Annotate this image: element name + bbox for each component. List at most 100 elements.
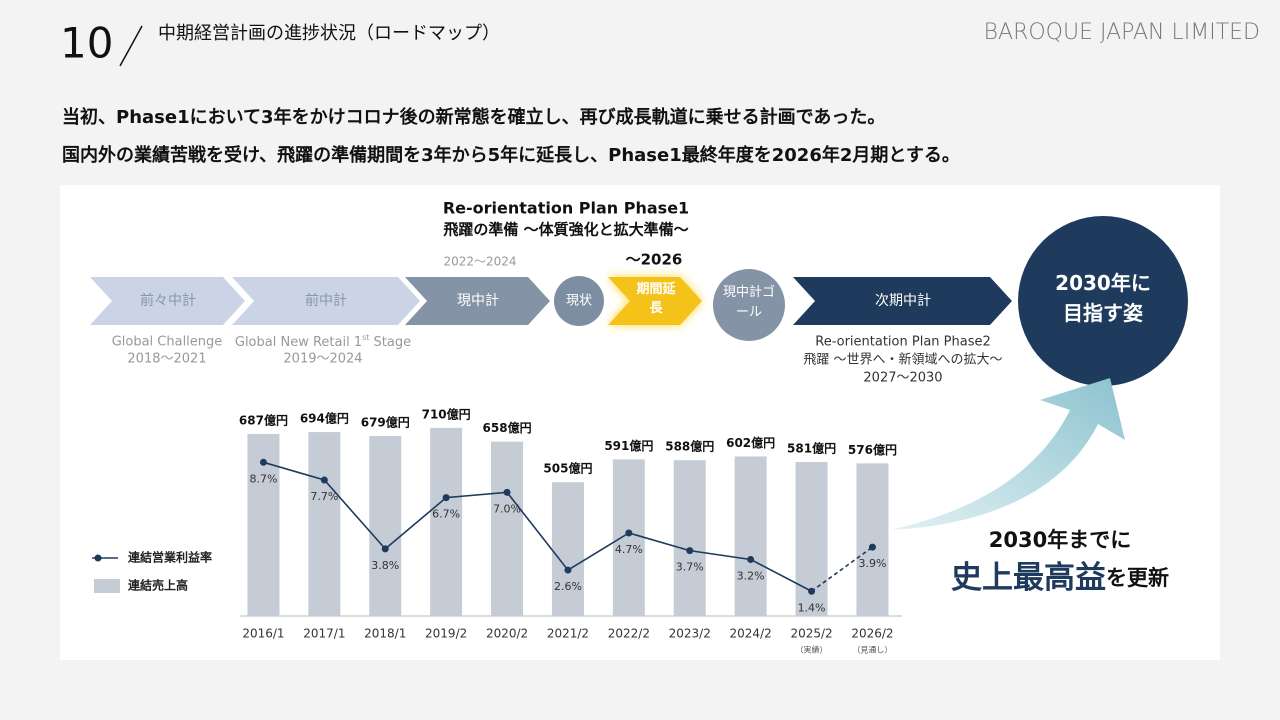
step-box: 期間延長 — [636, 282, 676, 316]
lead-line: 国内外の業績苦戦を受け、飛躍の準備期間を3年から5年に延長し、Phase1最終年… — [62, 144, 960, 166]
bar — [612, 459, 645, 616]
lead-line: 当初、Phase1において3年をかけコロナ後の新常態を確立し、再び成長軌道に乗せ… — [62, 106, 885, 128]
step-label: 前々中計 — [140, 292, 196, 309]
phase2-period: 2027〜2030 — [863, 371, 942, 386]
bar-label: 658億円 — [483, 420, 532, 435]
bar-label: 694億円 — [300, 411, 349, 426]
bar — [308, 432, 341, 616]
x-tick-label: 2017/1 — [303, 627, 345, 641]
plan-name-part: Global New Retail 1 — [235, 335, 362, 350]
plan-name: Global New Retail 1st Stage — [235, 333, 411, 350]
line-label: 6.7% — [432, 508, 460, 521]
bar-label: 591億円 — [604, 438, 653, 453]
company: BAROQUE JAPAN LIMITED — [984, 20, 1260, 45]
target-tail: を更新 — [1106, 566, 1169, 590]
step-label: 期間延長 — [636, 282, 676, 316]
line-point — [259, 458, 267, 466]
bar-label: 581億円 — [787, 441, 836, 456]
x-tick-label: 2026/2 — [851, 627, 893, 641]
target-main: 史上最高益 — [951, 560, 1106, 596]
line-point — [320, 476, 328, 484]
legend-marker — [94, 554, 102, 562]
x-tick-label: 2025/2 — [790, 627, 832, 641]
goal-big-circle — [1018, 216, 1188, 386]
goal-box: 2030年に目指す姿 — [1055, 271, 1151, 325]
line-forecast — [811, 546, 873, 592]
line-point — [625, 529, 633, 537]
x-tick-label: 2016/1 — [242, 627, 284, 641]
x-tick-label: 2022/2 — [608, 627, 650, 641]
line-point — [808, 587, 816, 595]
bar-label: 687億円 — [239, 412, 288, 427]
plan-period: 2019〜2024 — [283, 352, 362, 367]
growth-arrow — [890, 378, 1125, 530]
line — [263, 461, 812, 592]
bar-label: 576億円 — [848, 442, 897, 457]
target: 史上最高益を更新 — [951, 560, 1169, 596]
line-label: 8.7% — [249, 472, 277, 485]
x-tick-note: （見通し） — [852, 645, 892, 655]
slide-title: 中期経営計画の進捗状況（ロードマップ） — [158, 23, 500, 44]
phase2-subtitle: 飛躍 〜世界へ・新領域への拡大〜 — [803, 352, 1002, 368]
line-label: 3.2% — [737, 569, 765, 582]
step-label: 前中計 — [305, 292, 347, 309]
x-tick-label: 2024/2 — [730, 627, 772, 641]
plan-name-part: Stage — [369, 335, 411, 350]
line-point — [564, 566, 572, 574]
target-lead: 2030年までに — [989, 528, 1131, 552]
superscript: st — [362, 333, 369, 342]
chevron — [90, 277, 245, 325]
status-circle — [554, 276, 604, 326]
line-point — [868, 543, 876, 551]
legend-label: 連結売上高 — [128, 578, 188, 593]
bar-label: 588億円 — [665, 439, 714, 454]
x-tick-label: 2018/1 — [364, 627, 406, 641]
x-tick-label: 2019/2 — [425, 627, 467, 641]
current-period: 2022〜2024 — [443, 255, 516, 269]
slash — [119, 25, 143, 67]
x-tick-label: 2023/2 — [669, 627, 711, 641]
step-label: 次期中計 — [875, 293, 931, 309]
legend-label: 連結営業利益率 — [128, 550, 212, 565]
extension-period: 〜2026 — [626, 251, 683, 269]
line-point — [747, 555, 755, 563]
line-label: 1.4% — [798, 601, 826, 614]
chevron — [608, 277, 702, 325]
phase1-subtitle: 飛躍の準備 〜体質強化と拡大準備〜 — [442, 221, 688, 239]
line-point — [381, 545, 389, 553]
line-label: 4.7% — [615, 543, 643, 556]
line-label: 7.7% — [310, 490, 338, 503]
bar — [551, 482, 584, 616]
bar-label: 679億円 — [361, 415, 410, 430]
plan-name: Global Challenge — [112, 335, 223, 350]
line-label: 3.7% — [676, 561, 704, 574]
bar-label: 505億円 — [543, 461, 592, 476]
step-label: 現中計ゴール — [722, 285, 775, 320]
chart: 2016/1 2017/1 2018/1 2019/2 2020/2 2021/2 2022… — [92, 406, 897, 655]
step-label: 現中計 — [457, 293, 499, 309]
step-box: 現中計ゴール — [722, 285, 775, 320]
bar — [369, 436, 402, 616]
plan-period: 2018〜2021 — [127, 352, 206, 367]
chevron — [793, 277, 1012, 325]
line-point — [686, 547, 694, 555]
goal-circle — [713, 269, 785, 341]
phase1-title: Re-orientation Plan Phase1 — [443, 199, 689, 218]
bar — [430, 427, 463, 616]
line-label: 7.0% — [493, 502, 521, 515]
line-point — [442, 494, 450, 502]
bar — [673, 460, 706, 616]
line-label: 3.9% — [858, 557, 886, 570]
bar — [734, 456, 767, 616]
chevron — [405, 277, 550, 325]
line-label: 2.6% — [554, 580, 582, 593]
x-tick-label: 2020/2 — [486, 627, 528, 641]
x-tick-label: 2021/2 — [547, 627, 589, 641]
x-tick-note: （実績） — [796, 645, 828, 655]
bar-label: 602億円 — [726, 435, 775, 450]
legend-swatch — [94, 579, 120, 593]
step-label: 現状 — [566, 294, 592, 309]
phase2-title: Re-orientation Plan Phase2 — [815, 335, 991, 350]
